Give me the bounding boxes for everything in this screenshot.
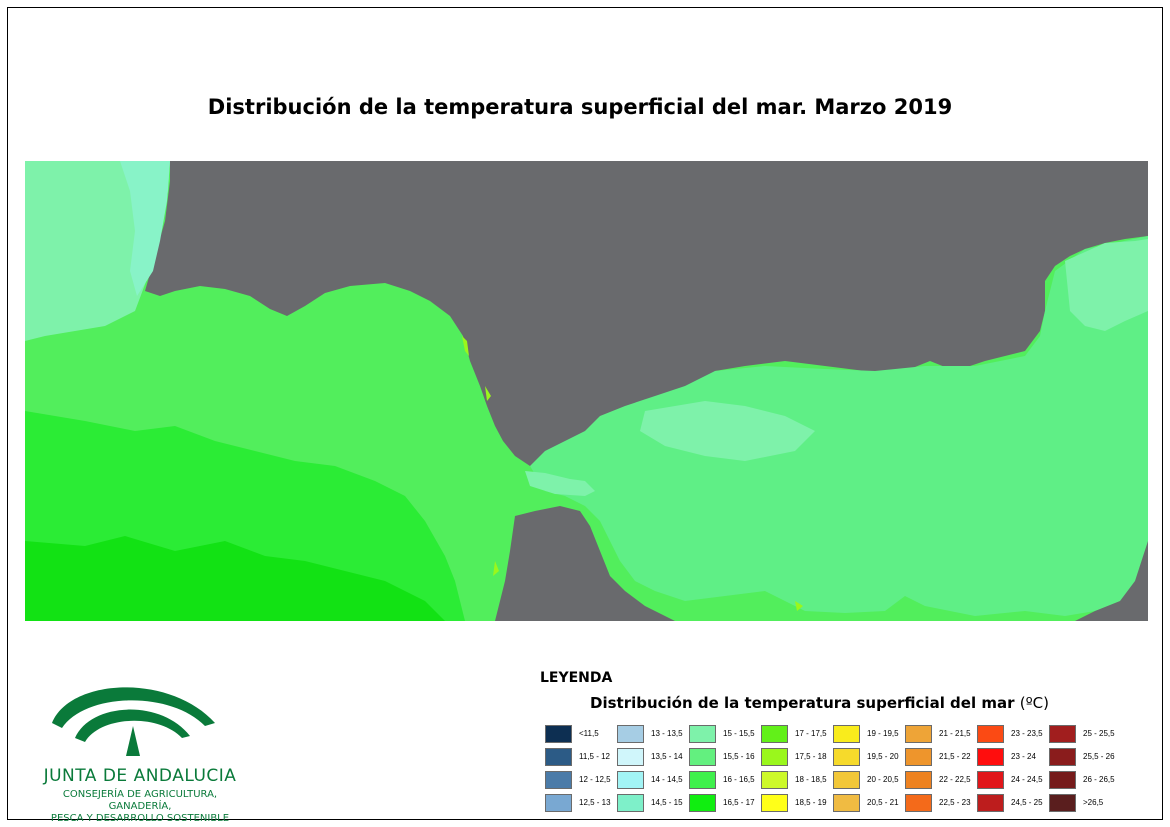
logo-name: JUNTA DE ANDALUCIA — [43, 766, 237, 786]
legend-subtitle: Distribución de la temperatura superfici… — [590, 694, 1049, 712]
legend-label: 13 - 13,5 — [651, 729, 683, 738]
africa-coast-land-east — [1075, 541, 1148, 621]
atlantic-warmest-patch — [25, 536, 445, 621]
legend-swatch — [977, 771, 1004, 789]
mediterranean-cool-patch-2 — [640, 401, 815, 461]
legend-label: 17,5 - 18 — [795, 752, 827, 761]
legend-label: 18 - 18,5 — [795, 775, 827, 784]
legend-swatch — [833, 725, 860, 743]
legend-label: 21,5 - 22 — [939, 752, 971, 761]
legend-label: 12 - 12,5 — [579, 775, 611, 784]
legend-grid: <11,5 11,5 - 12 12 - 12,5 12,5 - 13 13 - 13,… — [545, 725, 1125, 820]
legend-swatch — [545, 794, 572, 812]
legend-swatch — [617, 794, 644, 812]
legend-label: 15,5 - 16 — [723, 752, 755, 761]
legend-label: 21 - 21,5 — [939, 729, 971, 738]
junta-de-andalucia-logo: JUNTA DE ANDALUCIA CONSEJERÍA DE AGRICUL… — [30, 668, 250, 824]
legend-label: 22 - 22,5 — [939, 775, 971, 784]
mediterranean-cool-patch — [1065, 239, 1148, 331]
legend-swatch — [1049, 771, 1076, 789]
legend-label: 13,5 - 14 — [651, 752, 683, 761]
legend-label: 16,5 - 17 — [723, 798, 755, 807]
legend-label: 12,5 - 13 — [579, 798, 611, 807]
legend-swatch — [977, 794, 1004, 812]
legend-swatch — [1049, 794, 1076, 812]
legend-label: 14,5 - 15 — [651, 798, 683, 807]
logo-emblem-icon — [52, 687, 215, 756]
legend-unit: (ºC) — [1019, 694, 1049, 712]
legend-swatch — [833, 748, 860, 766]
legend-swatch — [761, 748, 788, 766]
legend-label: 24,5 - 25 — [1011, 798, 1043, 807]
legend-swatch — [905, 748, 932, 766]
legend-label: 14 - 14,5 — [651, 775, 683, 784]
legend-heading: LEYENDA — [540, 670, 613, 686]
map-title: Distribución de la temperatura superfici… — [207, 95, 953, 119]
legend-swatch — [689, 748, 716, 766]
legend-swatch — [545, 748, 572, 766]
legend-swatch — [833, 794, 860, 812]
gulf-of-cadiz-cool-inlet — [120, 161, 170, 296]
legend-label: 24 - 24,5 — [1011, 775, 1043, 784]
legend-swatch — [617, 771, 644, 789]
legend-swatch — [905, 771, 932, 789]
legend-label: <11,5 — [579, 729, 599, 738]
logo-subtitle: CONSEJERÍA DE AGRICULTURA, GANADERÍA, PE… — [50, 789, 230, 824]
legend-swatch — [1049, 748, 1076, 766]
legend-swatch — [761, 771, 788, 789]
legend-swatch — [689, 725, 716, 743]
legend-label: 26 - 26,5 — [1083, 775, 1115, 784]
alboran-sea-area — [530, 236, 1148, 616]
legend-label: 23 - 23,5 — [1011, 729, 1043, 738]
sea-temperature-map — [25, 161, 1148, 621]
legend-label: 19,5 - 20 — [867, 752, 899, 761]
legend-label: 25,5 - 26 — [1083, 752, 1115, 761]
legend-label: 22,5 - 23 — [939, 798, 971, 807]
legend-swatch — [1049, 725, 1076, 743]
legend-label: 19 - 19,5 — [867, 729, 899, 738]
legend-label: 15 - 15,5 — [723, 729, 755, 738]
legend-swatch — [761, 794, 788, 812]
legend-label: 11,5 - 12 — [579, 752, 610, 761]
legend-swatch — [977, 725, 1004, 743]
legend-swatch — [905, 794, 932, 812]
legend-swatch — [545, 725, 572, 743]
legend-label: >26,5 — [1083, 798, 1104, 807]
legend-label: 16 - 16,5 — [723, 775, 755, 784]
legend-label: 23 - 24 — [1011, 752, 1036, 761]
legend-swatch — [689, 771, 716, 789]
legend-swatch — [617, 725, 644, 743]
legend-swatch — [617, 748, 644, 766]
legend-swatch — [905, 725, 932, 743]
legend-subtitle-text: Distribución de la temperatura superfici… — [590, 694, 1015, 712]
legend-label: 20,5 - 21 — [867, 798, 899, 807]
africa-coast-land — [495, 506, 675, 621]
legend-swatch — [761, 725, 788, 743]
legend-swatch — [689, 794, 716, 812]
legend-label: 18,5 - 19 — [795, 798, 827, 807]
legend-label: 25 - 25,5 — [1083, 729, 1115, 738]
legend-label: 20 - 20,5 — [867, 775, 899, 784]
legend-swatch — [833, 771, 860, 789]
legend-swatch — [545, 771, 572, 789]
strait-streak — [525, 471, 595, 496]
legend-swatch — [977, 748, 1004, 766]
legend-label: 17 - 17,5 — [795, 729, 827, 738]
